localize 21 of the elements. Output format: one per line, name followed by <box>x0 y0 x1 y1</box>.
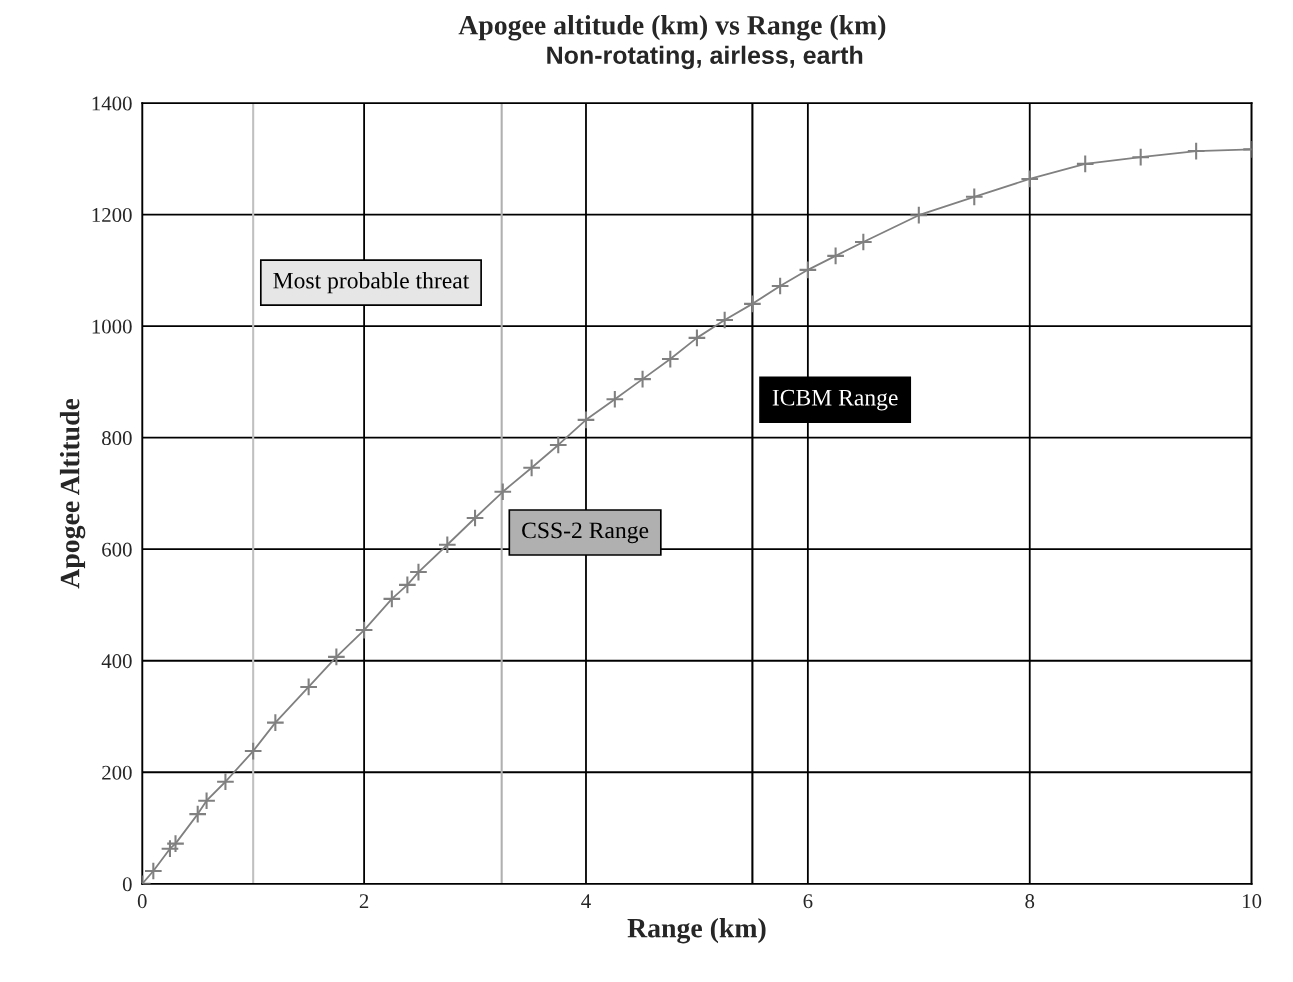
x-tick-label: 0 <box>137 894 147 909</box>
y-axis-title: Apogee Altitude <box>59 398 86 589</box>
y-tick-label: 1200 <box>92 208 132 223</box>
chart-subtitle: Non-rotating, airless, earth <box>547 45 863 70</box>
y-tick-label: 1400 <box>92 96 132 111</box>
ref-line-label: CSS-2 Range <box>522 522 649 544</box>
y-tick-label: 1000 <box>92 319 132 334</box>
x-tick-label: 8 <box>1025 894 1035 909</box>
chart-title: Apogee altitude (km) vs Range (km) <box>458 15 886 41</box>
y-tick-label: 400 <box>101 654 132 669</box>
x-tick-label: 10 <box>1243 894 1262 909</box>
x-axis-title: Range (km) <box>627 917 766 944</box>
x-tick-label: 6 <box>803 894 813 909</box>
x-tick-label: 2 <box>359 894 369 908</box>
y-tick-label: 200 <box>102 765 132 780</box>
y-tick-label: 800 <box>102 431 132 446</box>
y-tick-label: 0 <box>122 877 132 892</box>
ref-line-label: Most probable threat <box>273 271 470 294</box>
ref-line-label: ICBM Range <box>772 389 898 411</box>
x-tick-label: 4 <box>581 894 591 908</box>
y-tick-label: 600 <box>102 542 132 557</box>
